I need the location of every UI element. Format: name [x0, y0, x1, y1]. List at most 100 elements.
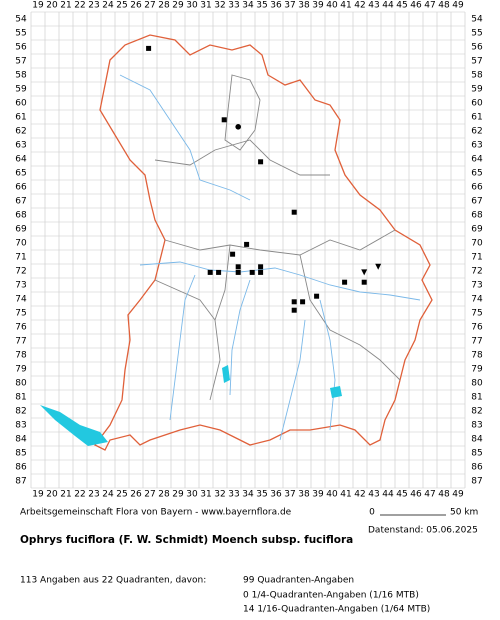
- lake: [40, 405, 108, 446]
- column-label: 45: [396, 490, 407, 500]
- row-label: 63: [15, 141, 26, 151]
- column-label: 34: [242, 490, 254, 500]
- row-label: 83: [15, 421, 26, 431]
- stat-line: 0 1/4-Quadranten-Angaben (1/16 MTB): [243, 591, 419, 601]
- row-label: 71: [471, 253, 482, 263]
- column-label: 19: [32, 1, 44, 11]
- column-label: 37: [284, 1, 295, 11]
- row-label: 58: [471, 71, 483, 81]
- column-label: 43: [368, 1, 379, 11]
- column-label: 41: [340, 1, 351, 11]
- row-label: 75: [471, 309, 482, 319]
- column-label: 20: [46, 490, 58, 500]
- column-label: 28: [158, 490, 170, 500]
- scale-end: 50 km: [450, 508, 478, 518]
- column-label: 40: [326, 490, 338, 500]
- column-label: 44: [382, 1, 394, 11]
- row-label: 81: [471, 393, 482, 403]
- column-label: 21: [60, 1, 71, 11]
- row-label: 84: [471, 435, 483, 445]
- column-label: 38: [298, 1, 310, 11]
- row-label: 54: [15, 15, 27, 25]
- markers: [146, 45, 382, 313]
- row-label: 64: [15, 155, 27, 165]
- column-label: 35: [256, 1, 267, 11]
- row-label: 67: [471, 197, 482, 207]
- column-label: 45: [396, 1, 407, 11]
- record-marker: [146, 45, 152, 51]
- column-label: 44: [382, 490, 394, 500]
- column-label: 19: [32, 490, 44, 500]
- record-marker: [221, 117, 227, 123]
- column-label: 48: [438, 1, 450, 11]
- record-marker: [300, 299, 306, 305]
- row-label: 69: [15, 225, 27, 235]
- row-label: 76: [471, 323, 483, 333]
- row-label: 72: [471, 267, 482, 277]
- record-marker: [258, 269, 264, 275]
- row-label: 78: [15, 351, 27, 361]
- column-label: 22: [74, 490, 85, 500]
- row-label: 55: [15, 29, 26, 39]
- column-label: 41: [340, 490, 351, 500]
- record-marker: [230, 251, 236, 257]
- record-marker: [291, 307, 297, 313]
- column-label: 32: [214, 490, 225, 500]
- row-label: 73: [471, 281, 482, 291]
- row-label: 77: [15, 337, 26, 347]
- row-label: 57: [471, 57, 482, 67]
- column-label: 46: [410, 1, 422, 11]
- stat-line: 99 Quadranten-Angaben: [243, 576, 354, 586]
- row-label: 73: [15, 281, 26, 291]
- lake: [222, 365, 230, 383]
- row-label: 76: [15, 323, 27, 333]
- record-marker: [235, 124, 241, 130]
- row-label: 78: [471, 351, 483, 361]
- row-label: 74: [15, 295, 27, 305]
- column-label: 46: [410, 490, 422, 500]
- row-label: 70: [471, 239, 483, 249]
- row-label: 56: [471, 43, 483, 53]
- record-marker: [235, 264, 241, 270]
- row-label: 55: [471, 29, 482, 39]
- row-label: 57: [15, 57, 26, 67]
- record-marker: [258, 159, 264, 165]
- column-label: 33: [228, 1, 239, 11]
- column-label: 34: [242, 1, 254, 11]
- row-label: 62: [15, 127, 26, 137]
- column-label: 22: [74, 1, 85, 11]
- column-label: 37: [284, 490, 295, 500]
- row-label: 63: [471, 141, 482, 151]
- record-marker: [235, 269, 241, 275]
- row-label: 77: [471, 337, 482, 347]
- row-label: 86: [15, 463, 27, 473]
- row-label: 68: [471, 211, 483, 221]
- row-label: 82: [471, 407, 482, 417]
- row-label: 58: [15, 71, 27, 81]
- record-marker: [342, 279, 348, 285]
- column-label: 26: [130, 1, 142, 11]
- column-label: 28: [158, 1, 170, 11]
- record-marker: [361, 269, 368, 276]
- column-label: 29: [172, 1, 184, 11]
- record-marker: [249, 269, 255, 275]
- column-label: 31: [200, 1, 211, 11]
- row-label: 85: [471, 449, 482, 459]
- row-label: 68: [15, 211, 27, 221]
- row-label: 59: [15, 85, 27, 95]
- column-label: 30: [186, 490, 198, 500]
- scale-start: 0: [369, 508, 375, 518]
- column-label: 30: [186, 1, 198, 11]
- row-label: 80: [471, 379, 483, 389]
- row-label: 74: [471, 295, 483, 305]
- row-label: 64: [471, 155, 483, 165]
- column-label: 24: [102, 1, 114, 11]
- column-label: 48: [438, 490, 450, 500]
- grid: 1919202021212222232324242525262627272828…: [15, 1, 483, 500]
- column-label: 26: [130, 490, 142, 500]
- column-label: 27: [144, 1, 155, 11]
- column-label: 23: [88, 1, 99, 11]
- row-label: 65: [471, 169, 482, 179]
